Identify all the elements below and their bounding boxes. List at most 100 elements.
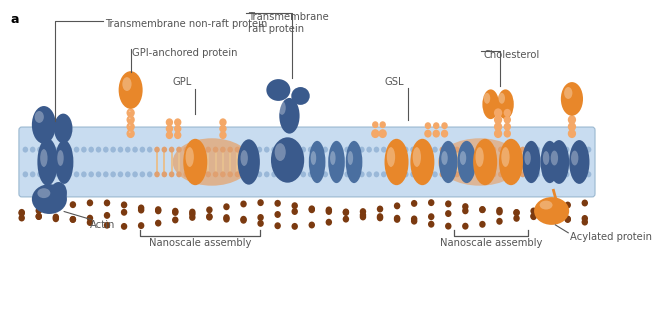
Ellipse shape [119, 71, 143, 109]
Ellipse shape [569, 140, 589, 184]
Circle shape [81, 172, 86, 177]
Circle shape [445, 210, 451, 217]
Circle shape [424, 122, 431, 129]
Circle shape [235, 172, 240, 177]
Circle shape [138, 204, 145, 212]
Ellipse shape [311, 151, 316, 165]
Circle shape [169, 172, 174, 177]
Circle shape [183, 147, 189, 153]
Circle shape [155, 220, 162, 227]
Ellipse shape [271, 137, 304, 183]
Circle shape [249, 172, 255, 177]
Circle shape [445, 200, 451, 207]
Circle shape [127, 122, 135, 131]
Circle shape [494, 122, 502, 131]
Circle shape [330, 147, 335, 153]
Circle shape [549, 147, 555, 153]
Circle shape [127, 115, 135, 124]
Ellipse shape [32, 106, 56, 144]
Circle shape [496, 207, 503, 214]
Ellipse shape [561, 82, 583, 116]
Circle shape [220, 147, 226, 153]
Circle shape [198, 172, 204, 177]
Ellipse shape [346, 141, 362, 183]
Circle shape [418, 172, 423, 177]
Circle shape [127, 108, 135, 117]
Circle shape [59, 147, 65, 153]
Circle shape [483, 172, 489, 177]
Circle shape [162, 172, 167, 177]
Ellipse shape [238, 139, 260, 185]
Circle shape [352, 147, 357, 153]
Circle shape [67, 172, 72, 177]
Circle shape [223, 214, 230, 221]
Text: a: a [11, 13, 19, 26]
Circle shape [22, 147, 28, 153]
Circle shape [394, 203, 401, 209]
Text: Transmembrane
raft protein: Transmembrane raft protein [248, 12, 329, 34]
Circle shape [462, 223, 469, 230]
Circle shape [542, 172, 548, 177]
Circle shape [220, 172, 226, 177]
Circle shape [366, 147, 372, 153]
Circle shape [469, 147, 475, 153]
Circle shape [564, 202, 571, 209]
Text: Nanoscale assembly: Nanoscale assembly [440, 238, 542, 248]
Ellipse shape [122, 77, 131, 91]
Circle shape [279, 172, 284, 177]
Circle shape [257, 147, 262, 153]
Circle shape [527, 172, 533, 177]
Circle shape [88, 172, 94, 177]
Ellipse shape [38, 188, 50, 198]
Circle shape [213, 147, 218, 153]
Circle shape [18, 209, 25, 216]
Circle shape [428, 199, 434, 206]
Circle shape [121, 201, 127, 208]
Circle shape [403, 147, 409, 153]
Circle shape [564, 172, 570, 177]
Circle shape [323, 172, 328, 177]
Circle shape [174, 131, 182, 139]
Ellipse shape [129, 132, 131, 133]
Circle shape [240, 201, 247, 207]
Circle shape [520, 172, 525, 177]
Circle shape [36, 213, 42, 220]
Circle shape [264, 147, 269, 153]
Ellipse shape [129, 117, 131, 119]
Circle shape [381, 147, 387, 153]
Circle shape [155, 207, 162, 214]
Circle shape [411, 215, 417, 222]
Circle shape [323, 147, 328, 153]
Circle shape [343, 209, 349, 216]
Circle shape [275, 222, 281, 229]
Circle shape [103, 172, 109, 177]
Text: Transmembrane non-raft protein: Transmembrane non-raft protein [105, 19, 267, 29]
Circle shape [425, 172, 430, 177]
Circle shape [189, 211, 195, 218]
Circle shape [586, 147, 591, 153]
Circle shape [381, 172, 387, 177]
Circle shape [395, 147, 401, 153]
Circle shape [428, 213, 434, 220]
Circle shape [374, 147, 379, 153]
Circle shape [198, 147, 204, 153]
Ellipse shape [499, 139, 523, 185]
Ellipse shape [279, 101, 286, 115]
Circle shape [154, 172, 160, 177]
Circle shape [571, 172, 577, 177]
Circle shape [513, 215, 520, 222]
Circle shape [219, 125, 226, 133]
Circle shape [494, 129, 502, 138]
Circle shape [125, 147, 131, 153]
Circle shape [117, 172, 123, 177]
Circle shape [228, 172, 233, 177]
Circle shape [411, 172, 416, 177]
Circle shape [166, 118, 173, 126]
Circle shape [461, 147, 467, 153]
Ellipse shape [291, 87, 310, 105]
Circle shape [286, 172, 292, 177]
Ellipse shape [549, 140, 569, 184]
Circle shape [154, 147, 160, 153]
Circle shape [506, 147, 511, 153]
Circle shape [132, 147, 138, 153]
